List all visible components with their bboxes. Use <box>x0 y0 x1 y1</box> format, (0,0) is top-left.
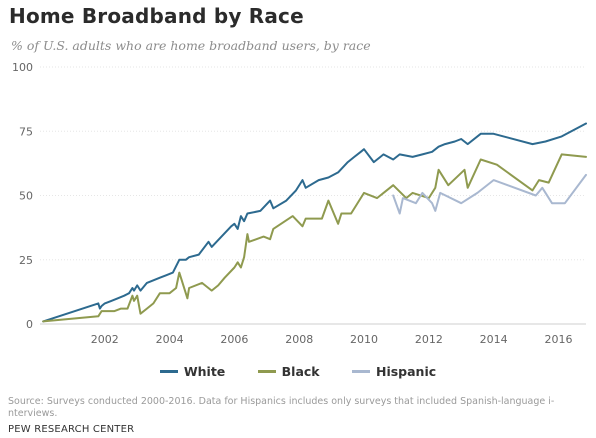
y-tick-label-25: 25 <box>19 254 33 267</box>
x-tick-label-2002: 2002 <box>91 333 119 346</box>
chart-subtitle: % of U.S. adults who are home broadband … <box>11 38 371 53</box>
legend-swatch-white <box>159 370 178 373</box>
y-tick-label-75: 75 <box>19 125 33 138</box>
legend-swatch-hispanic <box>351 370 370 373</box>
y-tick-label-50: 50 <box>19 190 33 203</box>
chart-title: Home Broadband by Race <box>9 4 304 28</box>
legend-label-white: White <box>183 364 226 379</box>
line-chart: 0 25 50 75 100 2002 2004 2006 2008 2010 2012 2014 20… <box>12 61 587 346</box>
legend-item-hispanic: Hispanic <box>351 364 437 379</box>
legend-item-white: White <box>159 364 226 379</box>
legend-label-black: Black <box>281 364 320 379</box>
organization-name: PEW RESEARCH CENTER <box>8 424 135 435</box>
series-line-black <box>42 153 587 323</box>
legend-item-black: Black <box>257 364 320 379</box>
x-tick-label-2016: 2016 <box>544 333 572 346</box>
y-tick-label-0: 0 <box>26 318 33 331</box>
x-tick-label-2014: 2014 <box>480 333 508 346</box>
x-tick-label-2006: 2006 <box>220 333 248 346</box>
source-note: Source: Surveys conducted 2000-2016. Dat… <box>8 396 555 419</box>
series-line-hispanic <box>392 173 587 215</box>
x-tick-label-2012: 2012 <box>415 333 443 346</box>
legend: White Black Hispanic <box>0 364 596 379</box>
x-tick-label-2004: 2004 <box>156 333 184 346</box>
x-tick-label-2010: 2010 <box>350 333 378 346</box>
legend-label-hispanic: Hispanic <box>375 364 437 379</box>
x-tick-label-2008: 2008 <box>285 333 313 346</box>
series-line-white <box>42 122 587 323</box>
y-tick-label-100: 100 <box>12 61 33 74</box>
legend-swatch-black <box>257 370 276 373</box>
